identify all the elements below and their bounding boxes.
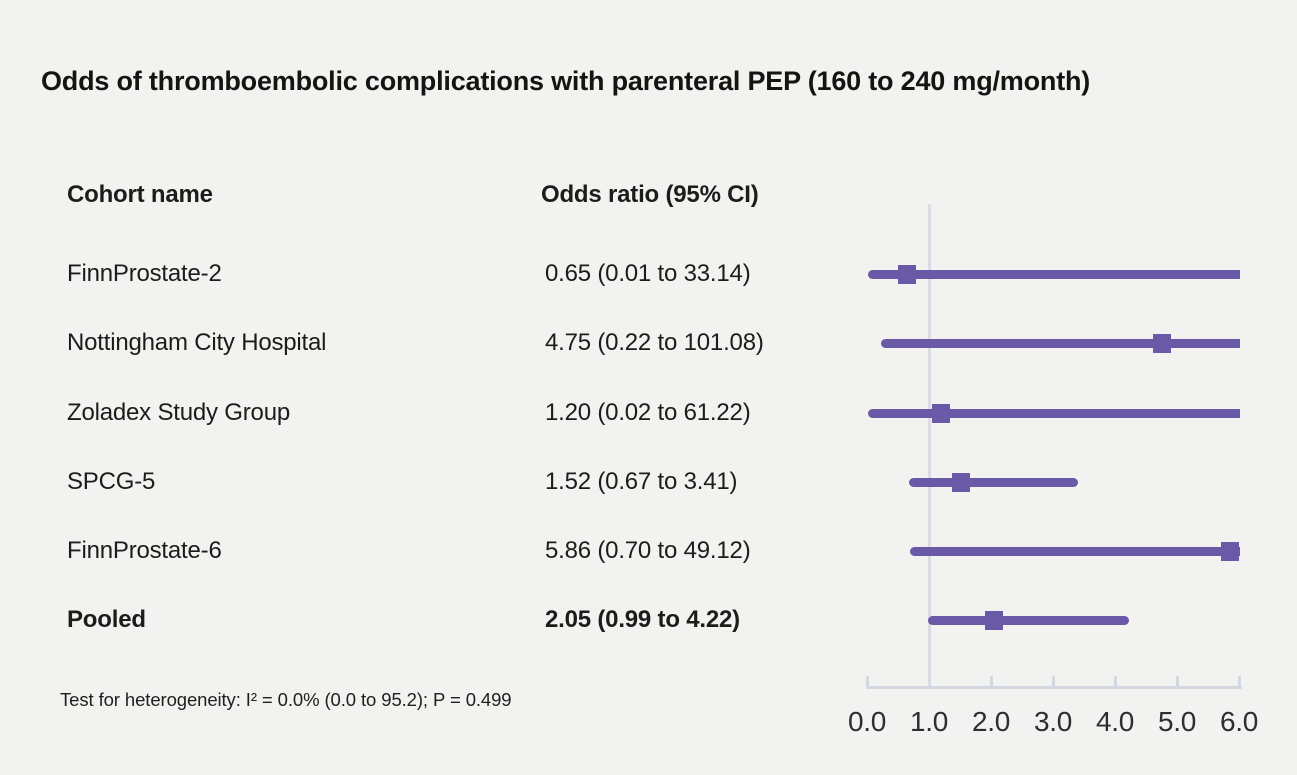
odds-ratio-value: 1.20 (0.02 to 61.22) bbox=[545, 399, 751, 426]
column-header-odds-ratio: Odds ratio (95% CI) bbox=[541, 181, 759, 208]
table-row: SPCG-5 1.52 (0.67 to 3.41) bbox=[0, 466, 840, 498]
heterogeneity-note: Test for heterogeneity: I² = 0.0% (0.0 t… bbox=[60, 689, 512, 710]
table-row: Nottingham City Hospital 4.75 (0.22 to 1… bbox=[0, 327, 840, 359]
cohort-name: Pooled bbox=[67, 606, 146, 633]
x-axis-tick-label: 3.0 bbox=[1033, 706, 1073, 737]
x-axis-tick-label: 2.0 bbox=[971, 706, 1011, 737]
odds-ratio-value: 0.65 (0.01 to 33.14) bbox=[545, 260, 751, 287]
x-axis-tick-label: 6.0 bbox=[1219, 706, 1259, 737]
odds-ratio-value: 4.75 (0.22 to 101.08) bbox=[545, 329, 764, 356]
or-marker bbox=[1152, 333, 1171, 353]
odds-ratio-value: 2.05 (0.99 to 4.22) bbox=[545, 606, 740, 633]
or-marker bbox=[1221, 541, 1240, 561]
ci-line bbox=[867, 269, 1240, 279]
chart-title: Odds of thromboembolic complications wit… bbox=[41, 66, 1091, 96]
reference-line bbox=[927, 204, 931, 689]
x-axis-tick bbox=[989, 676, 993, 686]
x-axis-tick bbox=[1237, 676, 1241, 686]
table-row-pooled: Pooled 2.05 (0.99 to 4.22) bbox=[0, 604, 840, 636]
table-row: FinnProstate-2 0.65 (0.01 to 33.14) bbox=[0, 258, 840, 290]
cohort-name: SPCG-5 bbox=[67, 468, 156, 495]
x-axis-tick-label: 5.0 bbox=[1157, 706, 1197, 737]
ci-line bbox=[908, 477, 1079, 487]
cohort-name: Nottingham City Hospital bbox=[67, 329, 327, 356]
ci-line bbox=[928, 615, 1129, 625]
x-axis-tick-label: 4.0 bbox=[1095, 706, 1135, 737]
table-row: Zoladex Study Group 1.20 (0.02 to 61.22) bbox=[0, 397, 840, 429]
ci-line bbox=[880, 338, 1240, 348]
x-axis-line bbox=[865, 686, 1242, 689]
odds-ratio-value: 1.52 (0.67 to 3.41) bbox=[545, 468, 738, 495]
or-marker bbox=[932, 403, 951, 423]
or-marker bbox=[985, 610, 1004, 630]
odds-ratio-value: 5.86 (0.70 to 49.12) bbox=[545, 537, 751, 564]
x-axis-tick bbox=[1113, 676, 1117, 686]
ci-line bbox=[868, 408, 1240, 418]
cohort-name: Zoladex Study Group bbox=[67, 399, 290, 426]
or-marker bbox=[952, 472, 971, 492]
cohort-name: FinnProstate-2 bbox=[67, 260, 222, 287]
x-axis-tick-label: 1.0 bbox=[909, 706, 949, 737]
x-axis-tick-label: 0.0 bbox=[847, 706, 887, 737]
x-axis-tick bbox=[865, 676, 869, 686]
cohort-name: FinnProstate-6 bbox=[67, 537, 222, 564]
ci-line bbox=[910, 546, 1240, 556]
column-header-cohort: Cohort name bbox=[67, 181, 213, 208]
x-axis-tick bbox=[1051, 676, 1055, 686]
x-axis-tick bbox=[1175, 676, 1179, 686]
or-marker bbox=[898, 264, 917, 284]
table-row: FinnProstate-6 5.86 (0.70 to 49.12) bbox=[0, 535, 840, 567]
